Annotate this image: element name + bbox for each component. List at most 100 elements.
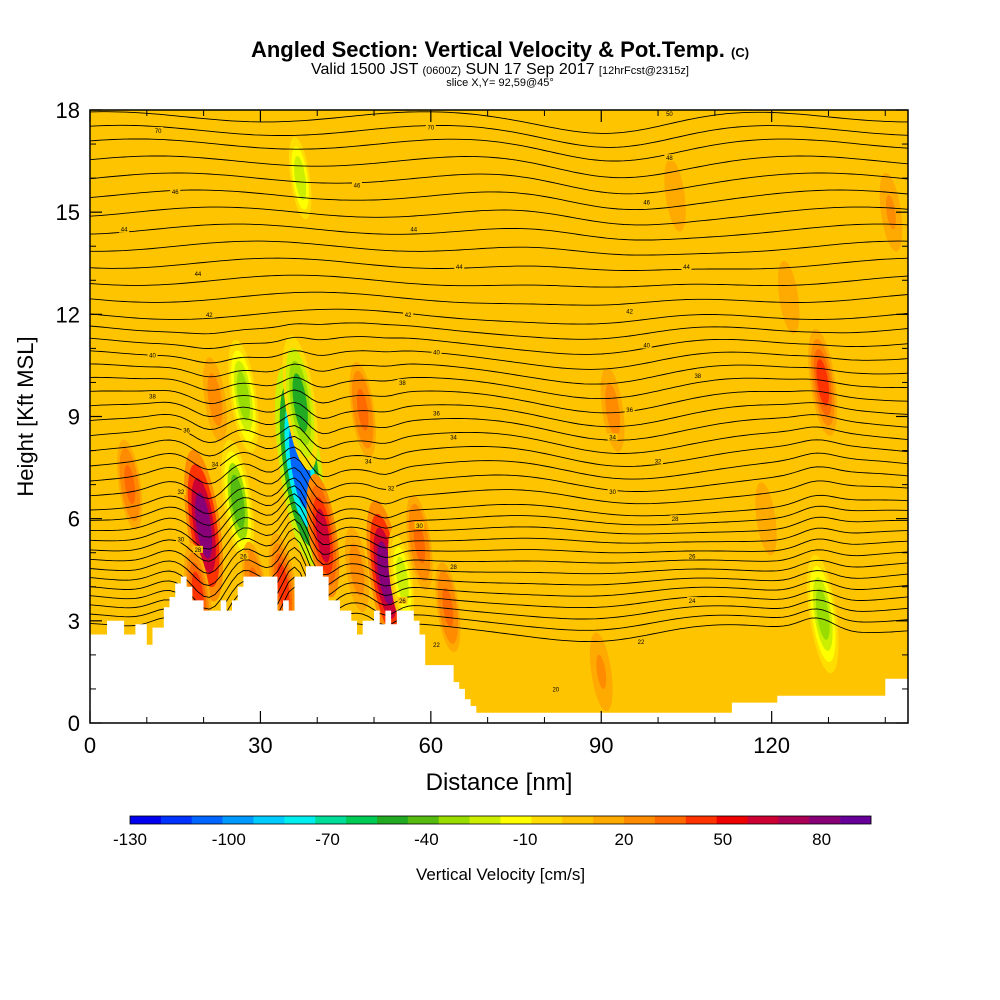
contour-label-bg [397,378,408,386]
colorbar-swatch [778,816,810,824]
contour-label-bg [403,310,414,318]
contour-label: 32 [178,490,185,496]
contour-label: 32 [388,487,395,493]
contour-label-bg [607,487,618,495]
velocity-cell [351,551,363,589]
colorbar-swatch [377,816,409,824]
contour-label-bg [448,433,459,441]
y-tick-label: 6 [68,507,80,532]
contour-label-bg [448,562,459,570]
contour-label-bg [175,535,186,543]
contour-label: 44 [683,265,690,271]
velocity-cell [784,281,794,314]
colorbar-tick-label: 50 [713,830,732,849]
velocity-feature [345,527,369,612]
velocity-feature [228,339,259,453]
y-axis-label: Height [Kft MSL] [13,336,38,496]
theta-contour [90,446,908,480]
velocity-cell [815,588,830,640]
theta-contour [90,389,908,414]
velocity-feature [117,439,143,530]
contour-label-bg [147,351,158,359]
colorbar-frame [129,815,872,825]
colorbar-tick-label: -130 [113,830,147,849]
copyright-mark: (C) [731,45,750,60]
theta-contour [90,546,908,610]
theta-contour [90,350,908,370]
contour-label: 24 [689,599,696,605]
contour-label: 40 [149,354,156,360]
colorbar-swatch [716,816,748,824]
colorbar-swatch [469,816,501,824]
colorbar-swatch [809,816,841,824]
contour-label-bg [397,596,408,604]
colorbar-tick-label: 20 [615,830,634,849]
theta-contour [90,206,908,226]
contour-label: 22 [433,643,440,649]
y-tick-label: 0 [68,711,80,736]
contour-label: 44 [410,228,417,234]
velocity-feature [282,335,318,471]
y-tick-label: 3 [68,609,80,634]
contour-label-bg [192,269,203,277]
colorbar-swatch [160,816,193,824]
velocity-cell [377,541,394,606]
theta-contour [90,376,908,400]
contour-label-bg [153,126,164,134]
contour-label: 28 [672,517,679,523]
velocity-feature [184,449,224,602]
velocity-feature [349,361,376,458]
velocity-cell [761,502,771,535]
contour-label-bg [692,372,703,380]
colorbar-tick-label: -70 [315,830,340,849]
y-tick-label: 12 [56,302,80,327]
contour-label: 28 [195,548,202,554]
theta-contour [90,240,908,256]
colorbar-swatch [253,816,285,824]
contour-label: 26 [399,599,406,605]
contour-label-bg [408,225,419,233]
contour-label-bg [664,109,675,117]
contour-label: 70 [427,126,434,132]
contour-label: 22 [638,640,645,646]
colorbar-swatch [346,816,378,824]
theta-contour [90,485,908,529]
valid-time-utc: (0600Z) [422,65,462,77]
contour-label-bg [653,457,664,465]
theta-contour [90,291,908,306]
contour-label: 44 [456,265,463,271]
velocity-cell [292,373,308,433]
contour-label-bg [636,637,647,645]
contour-label: 36 [433,412,440,418]
terrain-mask [90,566,908,723]
y-tick-label: 15 [56,200,80,225]
contour-label: 42 [626,309,633,315]
velocity-cell [670,179,680,212]
theta-contour [90,527,908,586]
contour-label-bg [670,515,681,523]
colorbar-swatch [654,816,687,824]
contour-label-bg [181,426,192,434]
colorbar-swatch [500,816,532,824]
x-tick-label: 30 [248,733,272,758]
colorbar-label: Vertical Velocity [cm/s] [416,865,585,884]
contour-label-bg [607,433,618,441]
contour-label-bg [386,484,397,492]
contour-label: 48 [666,156,673,162]
velocity-feature [879,172,903,252]
colorbar-swatch [624,816,656,824]
x-tick-label: 0 [84,733,96,758]
contour-label-bg [204,310,215,318]
contour-label: 44 [195,272,202,278]
contour-label-bg [550,685,561,693]
chart-subtitle: Valid 1500 JST (0600Z) SUN 17 Sep 2017 [… [0,61,1000,79]
theta-contour [90,336,908,355]
velocity-feature [435,562,461,653]
theta-contour [90,401,908,428]
contour-label: 34 [450,435,457,441]
contour-label: 32 [655,459,662,465]
contour-label: 40 [433,350,440,356]
theta-contour [90,155,908,179]
contour-label-bg [119,225,130,233]
